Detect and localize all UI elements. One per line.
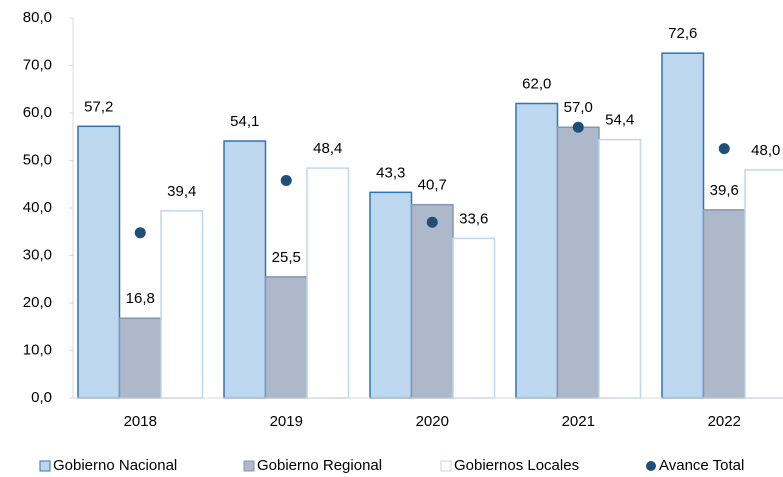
y-tick-label: 60,0 (23, 104, 52, 121)
y-tick-label: 10,0 (23, 341, 52, 358)
legend-marker (646, 461, 656, 471)
legend-label: Gobiernos Locales (454, 457, 579, 474)
x-tick-label: 2022 (708, 413, 741, 430)
bar (661, 52, 705, 399)
dot (718, 143, 730, 155)
data-label: 54,1 (230, 113, 259, 130)
dot (134, 227, 146, 239)
bar (515, 102, 559, 399)
bar (556, 126, 600, 399)
data-label: 72,6 (668, 25, 697, 42)
bar (306, 167, 350, 399)
bar (598, 138, 642, 399)
y-tick-label: 40,0 (23, 199, 52, 216)
x-tick-label: 2020 (416, 413, 449, 430)
data-label: 57,0 (564, 99, 593, 116)
data-label: 48,4 (313, 140, 342, 157)
y-tick-label: 20,0 (23, 294, 52, 311)
bar (452, 237, 496, 399)
y-tick-label: 70,0 (23, 56, 52, 73)
x-tick-label: 2021 (562, 413, 595, 430)
bar (264, 276, 308, 399)
y-tick-label: 30,0 (23, 246, 52, 263)
data-label: 16,8 (126, 290, 155, 307)
legend-marker (243, 460, 255, 472)
bar (744, 169, 783, 399)
bar (118, 317, 162, 399)
legend-marker (440, 460, 452, 472)
bar (410, 203, 454, 399)
data-label: 43,3 (376, 164, 405, 181)
data-label: 54,4 (605, 112, 634, 129)
data-label: 39,6 (710, 182, 739, 199)
dot (572, 121, 584, 133)
y-tick-label: 0,0 (31, 389, 52, 406)
data-label: 40,7 (418, 177, 447, 194)
y-tick-label: 50,0 (23, 151, 52, 168)
data-label: 33,6 (459, 210, 488, 227)
bar (160, 210, 204, 399)
bar (369, 191, 413, 399)
data-label: 57,2 (84, 98, 113, 115)
data-label: 48,0 (751, 142, 780, 159)
x-tick-label: 2019 (270, 413, 303, 430)
x-tick-label: 2018 (124, 413, 157, 430)
y-tick-label: 80,0 (23, 9, 52, 26)
data-label: 62,0 (522, 75, 551, 92)
data-label: 25,5 (272, 249, 301, 266)
legend-label: Avance Total (659, 457, 744, 474)
bar (702, 209, 746, 399)
legend-label: Gobierno Nacional (53, 457, 177, 474)
dot (280, 174, 292, 186)
legend-label: Gobierno Regional (257, 457, 382, 474)
dot (426, 216, 438, 228)
bar (223, 140, 267, 399)
legend-marker (39, 460, 51, 472)
bar (77, 125, 121, 399)
data-label: 39,4 (167, 183, 196, 200)
